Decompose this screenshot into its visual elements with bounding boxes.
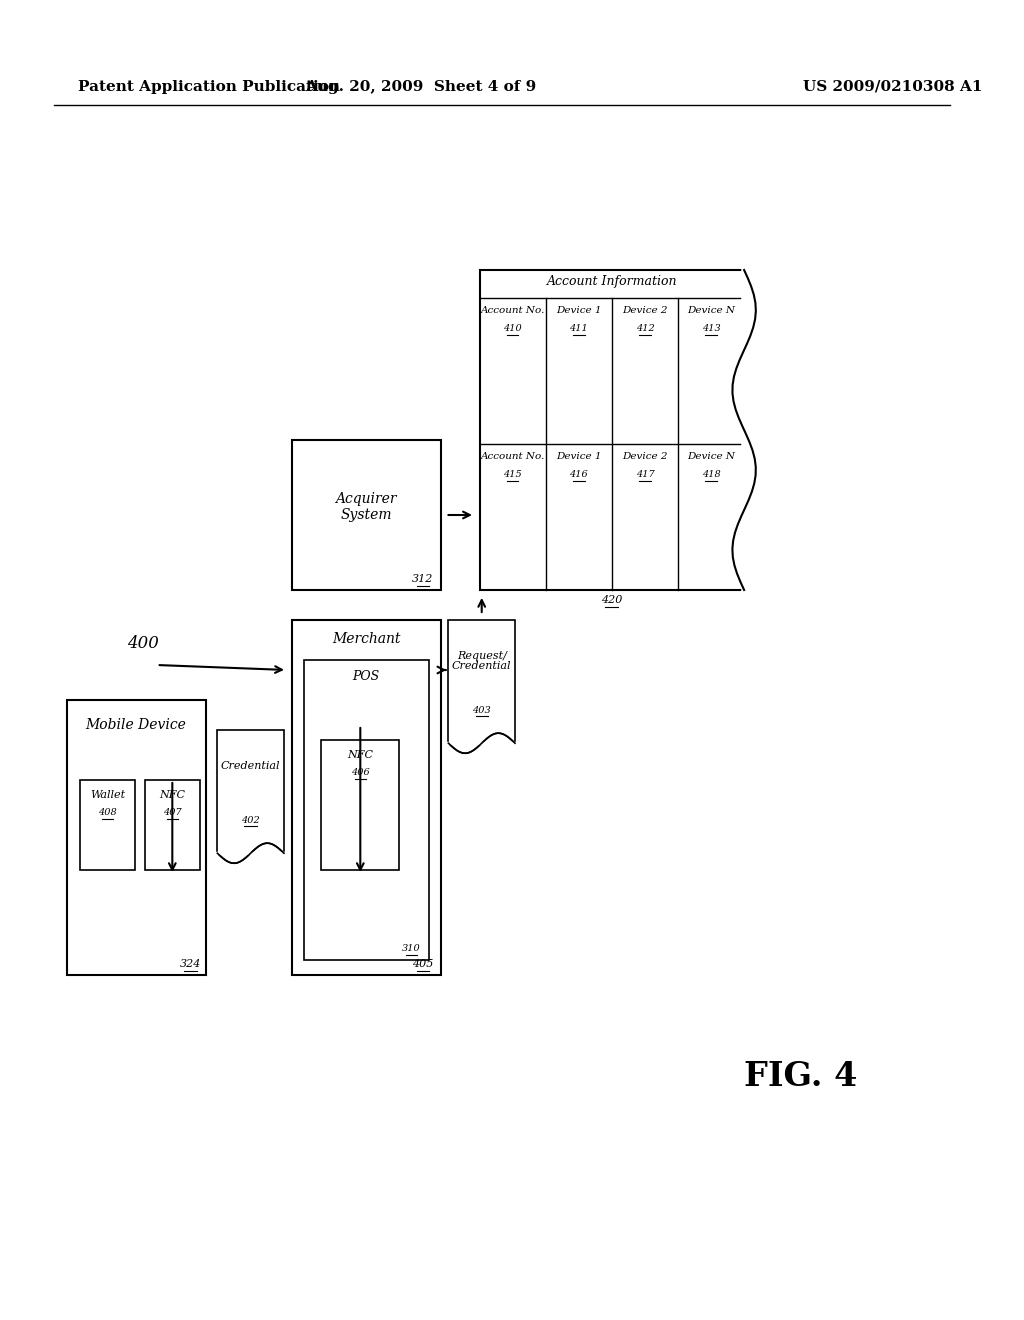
Text: Device 2: Device 2 [623, 306, 668, 315]
Text: Device 2: Device 2 [623, 451, 668, 461]
Text: 310: 310 [401, 944, 421, 953]
Text: 402: 402 [242, 816, 260, 825]
Text: 413: 413 [701, 323, 721, 333]
Bar [292, 620, 440, 975]
Bar [303, 660, 429, 960]
Text: Merchant: Merchant [332, 632, 400, 645]
Text: 407: 407 [163, 808, 181, 817]
Text: Aug. 20, 2009  Sheet 4 of 9: Aug. 20, 2009 Sheet 4 of 9 [305, 81, 537, 94]
Text: Device 1: Device 1 [556, 306, 602, 315]
Text: Account No.: Account No. [480, 451, 545, 461]
Bar [292, 440, 440, 590]
Bar [145, 780, 200, 870]
Text: Credential: Credential [221, 760, 281, 771]
Text: 403: 403 [472, 706, 492, 715]
Bar [80, 780, 135, 870]
Text: Device N: Device N [687, 306, 735, 315]
Text: US 2009/0210308 A1: US 2009/0210308 A1 [803, 81, 982, 94]
Text: 405: 405 [413, 960, 433, 969]
Bar [67, 700, 206, 975]
Text: 400: 400 [127, 635, 159, 652]
Text: 417: 417 [636, 470, 654, 479]
Text: NFC: NFC [347, 750, 374, 760]
Text: Account No.: Account No. [480, 306, 545, 315]
Text: 410: 410 [504, 323, 522, 333]
Text: NFC: NFC [160, 789, 185, 800]
Text: 411: 411 [569, 323, 588, 333]
Text: 312: 312 [413, 574, 433, 583]
Bar [449, 620, 515, 743]
Text: 416: 416 [569, 470, 588, 479]
Text: 324: 324 [180, 960, 202, 969]
Bar [217, 730, 284, 853]
Text: Device N: Device N [687, 451, 735, 461]
Text: Credential: Credential [452, 661, 511, 671]
Text: 408: 408 [98, 808, 117, 817]
Text: Mobile Device: Mobile Device [86, 718, 186, 733]
Text: Acquirer
System: Acquirer System [336, 492, 397, 523]
Text: 406: 406 [351, 768, 370, 777]
Text: FIG. 4: FIG. 4 [744, 1060, 857, 1093]
Text: Wallet: Wallet [90, 789, 125, 800]
Text: 412: 412 [636, 323, 654, 333]
Text: 418: 418 [701, 470, 721, 479]
Text: Account Information: Account Information [547, 275, 677, 288]
Bar [322, 741, 399, 870]
Text: 420: 420 [601, 595, 623, 605]
Text: POS: POS [352, 671, 380, 682]
Bar [480, 271, 744, 590]
Text: Request/: Request/ [457, 651, 507, 661]
Text: Device 1: Device 1 [556, 451, 602, 461]
Text: 415: 415 [504, 470, 522, 479]
Text: Patent Application Publication: Patent Application Publication [78, 81, 340, 94]
